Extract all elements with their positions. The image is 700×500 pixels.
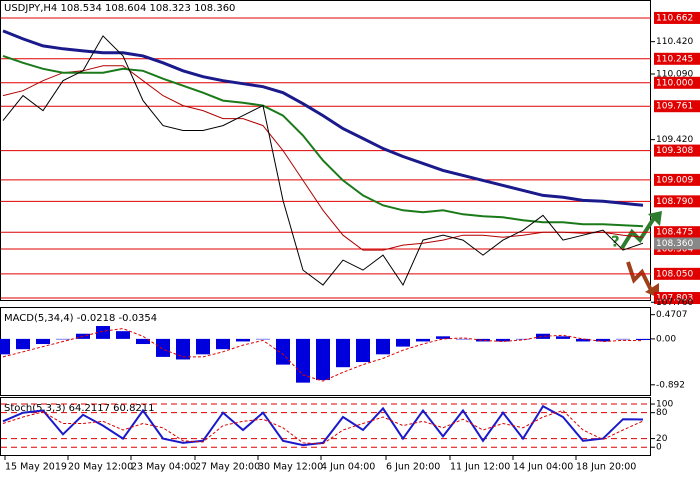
histogram-bar xyxy=(0,338,10,355)
histogram-bar xyxy=(356,338,370,363)
stoch-title: Stoch(5,3,3) 64.2117 60.8211 xyxy=(4,403,155,414)
y-tick-label: 0.00 xyxy=(656,334,676,344)
y-tick-label: 100 xyxy=(656,400,673,410)
y-tick-label: 0 xyxy=(656,443,662,453)
level-label-box xyxy=(654,292,700,305)
y-tick-label: 109.761 xyxy=(656,102,693,112)
series-line xyxy=(2,328,644,382)
histogram-bar xyxy=(176,338,190,360)
x-tick-label: 20 May 12:00 xyxy=(68,462,133,473)
down-arrow xyxy=(626,261,654,293)
histogram-bar xyxy=(256,338,270,340)
level-label-box xyxy=(654,76,700,89)
histogram-bar xyxy=(336,338,350,368)
series-line xyxy=(2,404,644,447)
level-label-box xyxy=(654,52,700,65)
y-tick-label: 110.090 xyxy=(656,69,693,79)
y-tick-label: 110.420 xyxy=(656,37,693,47)
annotation: ? xyxy=(611,233,620,251)
x-tick-label: 23 May 04:00 xyxy=(131,462,196,473)
histogram-bar xyxy=(196,338,210,355)
series-line xyxy=(2,29,644,207)
x-tick-label: 4 Jun 04:00 xyxy=(321,462,375,473)
histogram-bar xyxy=(276,338,290,365)
histogram-bar xyxy=(616,338,630,340)
histogram-bar xyxy=(56,338,70,340)
histogram-bar xyxy=(156,338,170,357)
histogram-bar xyxy=(436,336,450,339)
histogram-bar xyxy=(516,338,530,340)
histogram-bar xyxy=(576,338,590,342)
x-tick-label: 18 Jun 20:00 xyxy=(576,462,636,473)
histogram-bar xyxy=(376,338,390,355)
up-arrow xyxy=(620,216,656,250)
level-label-box xyxy=(654,100,700,113)
y-tick-label: 110.000 xyxy=(656,78,693,88)
y-tick-label: 20 xyxy=(656,434,668,444)
series-line xyxy=(2,54,644,228)
series-line xyxy=(2,65,644,251)
histogram-bar xyxy=(136,338,150,345)
y-tick-label: 107.760 xyxy=(656,298,693,308)
last-price-box xyxy=(654,237,700,250)
y-tick-label: 107.803 xyxy=(656,294,693,304)
y-tick-label: 110.245 xyxy=(656,54,693,64)
histogram-bar xyxy=(96,326,110,339)
last-price-label: 108.360 xyxy=(656,239,693,249)
up-arrow-head xyxy=(648,211,662,226)
y-tick-label: 108.790 xyxy=(656,197,693,207)
y-tick-label: 109.420 xyxy=(656,135,693,145)
series-line xyxy=(2,409,644,445)
histogram-bar xyxy=(36,338,50,345)
x-tick-label: 14 Jun 04:00 xyxy=(513,462,573,473)
histogram-bar xyxy=(476,338,490,342)
histogram-bar xyxy=(416,338,430,342)
stoch-panel xyxy=(0,397,651,456)
y-tick-label: 109.308 xyxy=(656,146,693,156)
level-label-box xyxy=(654,267,700,280)
y-tick-label: 80 xyxy=(656,408,668,418)
x-tick-label: 27 May 20:00 xyxy=(195,462,260,473)
level-label-box xyxy=(654,195,700,208)
y-tick-label: 0.4707 xyxy=(656,310,688,320)
histogram-bar xyxy=(556,336,570,339)
x-tick-label: 11 Jun 12:00 xyxy=(450,462,510,473)
macd-title: MACD(5,34,4) -0.0218 -0.0354 xyxy=(4,313,157,324)
histogram-bar xyxy=(396,338,410,347)
histogram-bar xyxy=(596,338,610,342)
price-title: USDJPY,H4 108.534 108.604 108.323 108.36… xyxy=(4,3,235,14)
x-tick-label: 15 May 2019 xyxy=(5,462,67,473)
histogram-bar xyxy=(456,338,470,340)
series-line xyxy=(2,35,644,287)
y-tick-label: 109.009 xyxy=(656,175,693,185)
x-tick-label: 6 Jun 20:00 xyxy=(386,462,440,473)
level-label-box xyxy=(654,144,700,157)
y-tick-label: -0.892 xyxy=(656,380,685,390)
level-label-box xyxy=(654,11,700,24)
level-label-box xyxy=(654,226,700,239)
histogram-bar xyxy=(236,338,250,342)
y-tick-label: 108.050 xyxy=(656,269,693,279)
histogram-bar xyxy=(116,331,130,339)
x-tick-label: 30 May 12:00 xyxy=(258,462,323,473)
histogram-bar xyxy=(636,338,650,341)
histogram-bar xyxy=(536,333,550,339)
histogram-bar xyxy=(16,338,30,350)
histogram-bar xyxy=(216,338,230,350)
y-tick-label: 110.662 xyxy=(656,13,693,23)
level-label-box xyxy=(654,173,700,186)
y-tick-label: 108.475 xyxy=(656,228,693,238)
histogram-bar xyxy=(496,338,510,342)
histogram-bar xyxy=(316,338,330,381)
